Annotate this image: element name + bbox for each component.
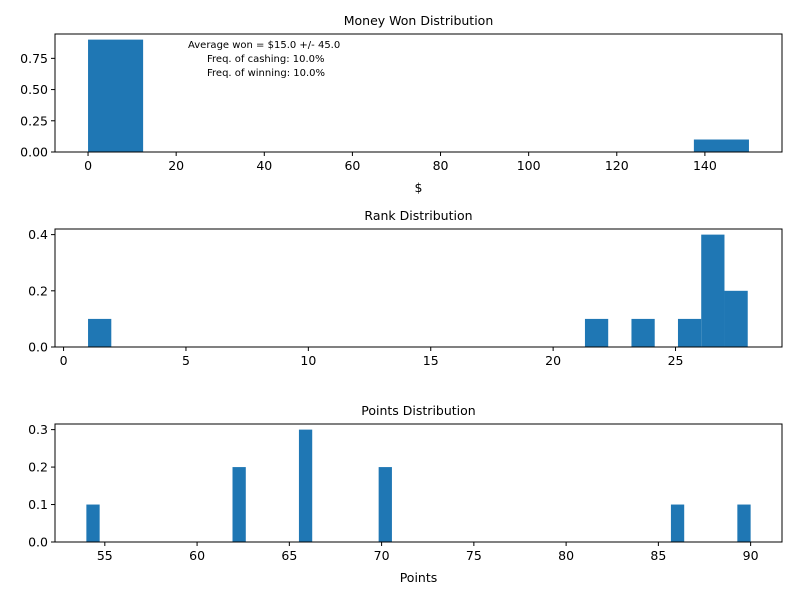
- rank-xtick-label: 25: [668, 353, 684, 368]
- rank-bar: [724, 290, 748, 347]
- rank-bar: [701, 234, 725, 347]
- points-ytick-label: 0.1: [28, 497, 48, 512]
- money-xtick-label: 120: [605, 158, 629, 173]
- rank-bar: [677, 318, 702, 347]
- money-annotation: Average won = $15.0 +/- 45.0: [188, 40, 340, 51]
- money-xlabel: $: [415, 180, 423, 195]
- money-xtick-label: 80: [433, 158, 449, 173]
- points-xtick-label: 90: [743, 548, 759, 563]
- points-ytick-label: 0.2: [28, 460, 48, 475]
- money-bar: [693, 139, 749, 152]
- money-xtick-label: 20: [168, 158, 184, 173]
- points-title: Points Distribution: [361, 403, 475, 418]
- points-xtick-label: 85: [650, 548, 666, 563]
- rank-bar: [88, 318, 112, 347]
- money-ytick-label: 0.50: [20, 82, 48, 97]
- rank-xtick-label: 5: [182, 353, 190, 368]
- rank-bar: [584, 318, 609, 347]
- points-xtick-label: 70: [374, 548, 390, 563]
- points-axes-frame: [54, 423, 783, 543]
- rank-axes-frame: [54, 228, 783, 348]
- points-xtick-label: 75: [466, 548, 482, 563]
- rank-bar: [631, 318, 655, 347]
- money-annotation: Freq. of winning: 10.0%: [207, 68, 325, 79]
- money-annotation: Freq. of cashing: 10.0%: [207, 54, 325, 65]
- points-xlabel: Points: [400, 570, 438, 585]
- points-bar: [378, 467, 392, 542]
- rank-ytick-label: 0.0: [28, 340, 48, 355]
- money-title: Money Won Distribution: [344, 13, 494, 28]
- money-axes-frame: [54, 33, 783, 153]
- rank-xtick-label: 20: [545, 353, 561, 368]
- rank-title: Rank Distribution: [364, 208, 472, 223]
- money-xtick-label: 100: [517, 158, 541, 173]
- money-ytick-label: 0.25: [20, 113, 48, 128]
- points-xtick-label: 60: [189, 548, 205, 563]
- points-bar: [737, 504, 751, 542]
- money-panel: Money Won Distribution 0 20 40 60 80 100 120 140…: [20, 13, 783, 195]
- money-xtick-label: 140: [693, 158, 717, 173]
- points-ytick-label: 0.0: [28, 535, 48, 550]
- rank-xtick-label: 10: [300, 353, 316, 368]
- money-ytick-label: 0.00: [20, 145, 48, 160]
- points-ytick-label: 0.3: [28, 422, 48, 437]
- rank-xtick-label: 0: [60, 353, 68, 368]
- points-bar: [298, 429, 313, 542]
- rank-panel: Rank Distribution 0 5 10 15 20 25 0.0 0.2 0.4: [28, 208, 783, 368]
- rank-xtick-label: 15: [423, 353, 439, 368]
- points-panel: Points Distribution 55 60 65 70 75 80 85 90 0.0 0.…: [28, 403, 783, 585]
- points-xtick-label: 80: [558, 548, 574, 563]
- points-bar: [232, 467, 246, 542]
- points-bar: [670, 504, 685, 542]
- rank-ytick-label: 0.4: [28, 227, 48, 242]
- money-bar: [88, 39, 144, 152]
- points-bar: [86, 504, 100, 542]
- money-xtick-label: 60: [344, 158, 360, 173]
- money-xtick-label: 0: [84, 158, 92, 173]
- money-ytick-label: 0.75: [20, 51, 48, 66]
- rank-ytick-label: 0.2: [28, 283, 48, 298]
- money-xtick-label: 40: [256, 158, 272, 173]
- points-xtick-label: 65: [281, 548, 297, 563]
- points-xtick-label: 55: [97, 548, 113, 563]
